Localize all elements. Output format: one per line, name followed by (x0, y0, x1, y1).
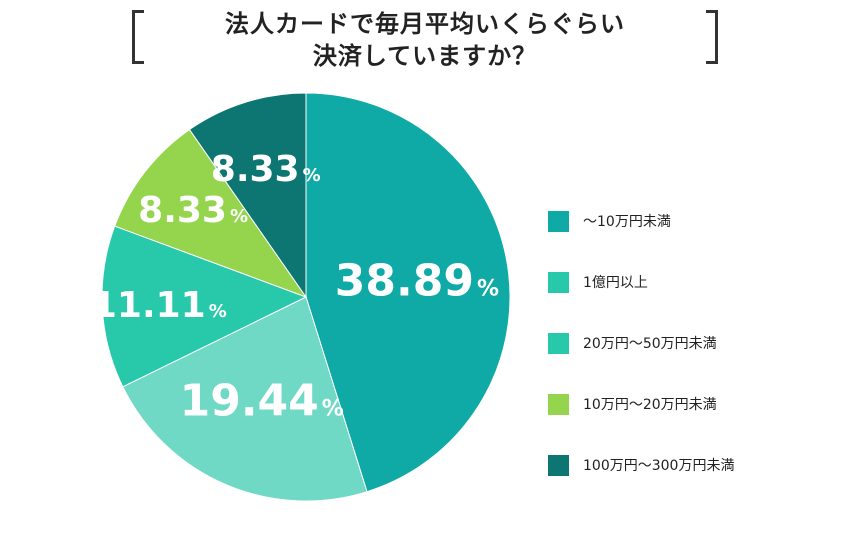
slice-value-number: 19.44 (180, 375, 319, 426)
legend-label: 〜10万円未満 (583, 214, 671, 230)
slice-value-unit: % (230, 206, 248, 227)
legend-swatch (548, 454, 569, 476)
slice-value-number: 38.89 (335, 255, 474, 306)
pie-slice (101, 225, 308, 388)
pie-slice (188, 92, 307, 299)
legend-swatch (548, 210, 569, 232)
title-bracket-left (132, 10, 144, 64)
legend-label: 10万円〜20万円未満 (583, 397, 717, 413)
legend-swatch (548, 393, 569, 415)
legend-item: 20万円〜50万円未満 (548, 328, 734, 358)
slice-value-label: 19.44% (180, 375, 344, 426)
title-bracket-right (706, 10, 718, 64)
legend-item: 1億円以上 (548, 267, 734, 297)
legend-item: 100万円〜300万円未満 (548, 450, 734, 480)
slice-value-label: 8.33% (138, 190, 248, 231)
pie-slice (122, 296, 368, 502)
slice-value-number: 8.33 (138, 190, 227, 231)
slice-value-label: 8.33% (211, 149, 321, 190)
slice-value-unit: % (477, 276, 499, 301)
chart-title-line-2: 決済していますか？ (312, 42, 538, 70)
slice-value-label: 38.89% (335, 255, 499, 306)
legend-label: 100万円〜300万円未満 (583, 458, 735, 474)
legend-label: 20万円〜50万円未満 (583, 336, 717, 352)
slice-value-number: 8.33 (211, 149, 300, 190)
slice-value-number: 11.11 (92, 285, 206, 326)
pie-slice (305, 92, 511, 493)
legend-label: 1億円以上 (583, 275, 648, 291)
chart-title: 法人カードで毎月平均いくらぐらい 決済していますか？ (150, 8, 700, 72)
legend: 〜10万円未満 1億円以上 20万円〜50万円未満 10万円〜20万円未満 10… (548, 206, 734, 480)
slice-value-unit: % (209, 301, 227, 322)
legend-item: 〜10万円未満 (548, 206, 734, 236)
slice-value-unit: % (303, 165, 321, 186)
slice-value-unit: % (322, 396, 344, 421)
legend-item: 10万円〜20万円未満 (548, 389, 734, 419)
slice-value-label: 11.11% (92, 285, 227, 326)
legend-swatch (548, 332, 569, 354)
pie-slice (114, 128, 308, 299)
chart-title-line-1: 法人カードで毎月平均いくらぐらい (225, 10, 625, 38)
legend-swatch (548, 271, 569, 293)
